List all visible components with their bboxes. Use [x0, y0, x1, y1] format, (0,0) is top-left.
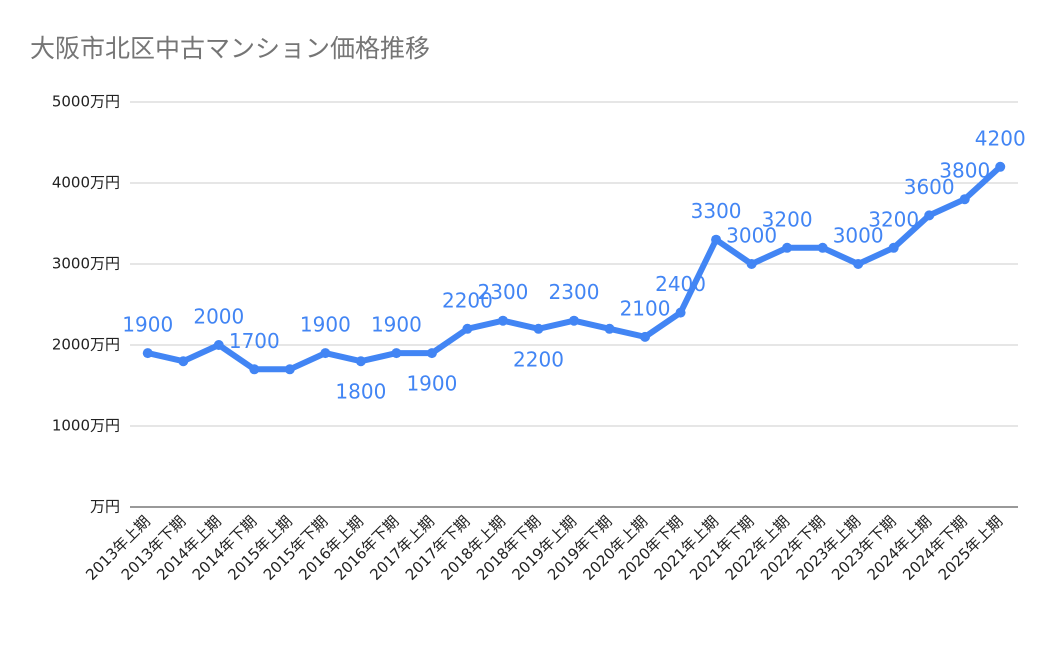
y-tick-label: 4000万円 — [52, 174, 120, 192]
point — [426, 348, 437, 359]
data-label: 2000 — [193, 305, 244, 329]
point — [497, 315, 508, 326]
data-label: 2300 — [549, 280, 600, 304]
point — [320, 348, 331, 359]
y-tick-label: 5000万円 — [52, 93, 120, 111]
point — [391, 348, 402, 359]
data-label: 3800 — [939, 159, 990, 183]
data-label: 2200 — [442, 288, 493, 312]
data-label: 2100 — [620, 296, 671, 320]
point — [604, 323, 615, 334]
point — [675, 307, 686, 318]
y-tick-label: 万円 — [90, 498, 120, 516]
point — [888, 242, 899, 253]
data-label: 2200 — [513, 347, 564, 371]
data-label: 3200 — [868, 207, 919, 231]
data-label: 1800 — [335, 380, 386, 404]
point — [746, 259, 757, 269]
data-label: 1900 — [300, 313, 351, 337]
point — [959, 194, 970, 205]
y-tick-label: 1000万円 — [52, 417, 120, 435]
point — [817, 242, 828, 253]
point — [284, 364, 295, 375]
data-label: 2400 — [655, 272, 706, 296]
point — [533, 323, 544, 334]
data-label: 3000 — [726, 224, 777, 248]
point — [569, 315, 579, 326]
data-label: 3600 — [904, 175, 955, 199]
point — [213, 340, 224, 350]
point — [995, 161, 1006, 172]
point — [711, 234, 722, 245]
data-label: 1900 — [122, 313, 173, 337]
point — [853, 259, 864, 269]
data-label: 1900 — [371, 313, 422, 337]
data-label: 4200 — [975, 126, 1026, 150]
y-tick-label: 3000万円 — [52, 255, 120, 273]
point — [355, 356, 366, 367]
point — [142, 348, 153, 359]
point — [178, 356, 189, 367]
data-label: 1900 — [406, 372, 457, 396]
point — [924, 210, 935, 221]
point — [462, 323, 473, 334]
point — [249, 364, 260, 375]
data-label: 3200 — [762, 207, 813, 231]
data-label: 3000 — [833, 224, 884, 248]
point — [782, 242, 793, 253]
data-label: 2300 — [478, 280, 529, 304]
data-label: 1700 — [229, 329, 280, 353]
data-label: 3300 — [691, 199, 742, 223]
point — [640, 331, 651, 342]
chart-title: 大阪市北区中古マンション価格推移 — [30, 34, 430, 63]
y-tick-label: 2000万円 — [52, 336, 120, 354]
